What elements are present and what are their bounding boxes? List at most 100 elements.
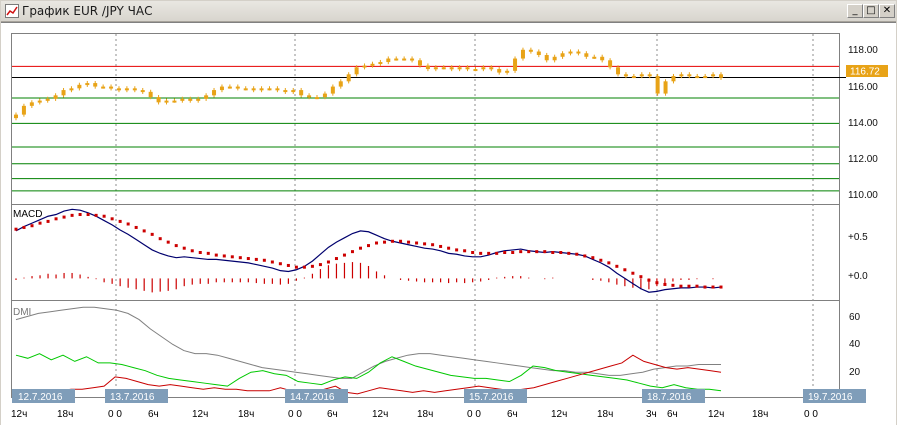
macd-signal-dot <box>599 258 603 262</box>
candle-body <box>164 100 169 103</box>
dmi-plus-line <box>15 353 722 392</box>
candle-body <box>647 74 652 77</box>
candle-body <box>45 98 50 101</box>
date-tag: 19.7.2016 <box>803 389 866 403</box>
candle-body <box>433 67 438 70</box>
svg-text:18.7.2016: 18.7.2016 <box>647 392 692 403</box>
x-tick-label: 0 0 <box>108 409 122 420</box>
candle-body <box>703 76 708 79</box>
macd-title: MACD <box>13 209 42 220</box>
macd-signal-dot <box>150 232 154 236</box>
date-tag: 18.7.2016 <box>642 389 705 403</box>
candle-body <box>616 67 621 75</box>
macd-signal-dot <box>503 251 507 254</box>
maximize-button[interactable]: □ <box>863 4 879 18</box>
macd-signal-dot <box>334 257 338 261</box>
macd-signal-dot <box>22 225 26 229</box>
candle-body <box>227 86 232 89</box>
candle-body <box>132 88 137 91</box>
minimize-button[interactable]: _ <box>847 4 863 18</box>
macd-signal-dot <box>639 275 643 279</box>
candle-body <box>109 86 114 89</box>
candle-body <box>259 88 264 91</box>
macd-signal-dot <box>102 214 106 218</box>
macd-signal-dot <box>302 265 306 269</box>
current-price-label: 116.72 <box>850 67 880 78</box>
macd-signal-dot <box>383 240 387 244</box>
dmi-chart <box>15 306 722 396</box>
candle-body <box>362 65 367 68</box>
candle-body <box>235 86 240 89</box>
macd-panel[interactable] <box>11 204 840 301</box>
candle-body <box>544 55 549 61</box>
x-tick-label: 6ч <box>507 409 518 420</box>
macd-signal-dot <box>206 251 210 255</box>
macd-signal-dot <box>391 239 395 243</box>
macd-signal-dot <box>679 284 683 288</box>
macd-signal-dot <box>198 251 202 254</box>
close-button[interactable]: ✕ <box>879 4 895 18</box>
macd-signal-dot <box>399 239 403 243</box>
candle-body <box>243 88 248 91</box>
date-tag: 13.7.2016 <box>105 389 168 403</box>
candle-body <box>489 67 494 70</box>
candle-body <box>124 88 129 91</box>
candle-body <box>584 53 589 57</box>
candle-body <box>663 81 668 94</box>
dmi-y-tick: 40 <box>849 339 861 350</box>
candle-body <box>394 58 399 61</box>
candle-body <box>711 74 716 77</box>
macd-signal-dot <box>415 241 419 245</box>
macd-signal-dot <box>375 241 379 245</box>
candle-body <box>568 51 573 54</box>
candle-body <box>402 58 407 61</box>
macd-signal-dot <box>318 263 322 267</box>
price-y-tick: 112.00 <box>848 154 878 165</box>
candle-body <box>695 76 700 79</box>
candle-body <box>631 76 636 79</box>
x-tick-label: 18ч <box>238 409 254 420</box>
macd-signal-dot <box>719 285 723 289</box>
dmi-y-tick: 60 <box>849 312 861 323</box>
x-tick-label: 18ч <box>752 409 768 420</box>
macd-signal-dot <box>615 264 619 268</box>
candle-body <box>330 86 335 94</box>
candle-body <box>21 105 26 115</box>
macd-signal-dot <box>62 215 66 219</box>
candle-body <box>679 74 684 77</box>
candle-body <box>425 65 430 70</box>
candle-body <box>465 67 470 70</box>
macd-signal-dot <box>407 240 411 244</box>
candle-body <box>457 67 462 70</box>
price-chart <box>12 47 846 192</box>
candle-body <box>719 74 723 78</box>
macd-signal-dot <box>607 261 611 265</box>
macd-signal-dot <box>350 250 354 254</box>
macd-signal-dot <box>591 256 595 260</box>
candle-body <box>378 62 383 65</box>
chart-canvas[interactable]: 118.00 116.00 114.00 112.00 110.00 116.7… <box>1 23 896 425</box>
price-y-tick: 110.00 <box>848 190 878 201</box>
chart-app-icon <box>5 4 19 18</box>
macd-signal-dot <box>431 243 435 247</box>
macd-signal-dot <box>535 250 539 254</box>
candle-body <box>196 98 201 101</box>
price-panel[interactable] <box>11 33 840 205</box>
macd-signal-dot <box>158 237 162 241</box>
candle-body <box>172 100 177 103</box>
candle-body <box>53 95 58 99</box>
window-title: График EUR /JPY ЧАС <box>22 4 153 18</box>
window-titlebar[interactable]: График EUR /JPY ЧАС _ □ ✕ <box>1 1 896 22</box>
candle-body <box>291 90 296 93</box>
dmi-panel[interactable] <box>11 300 840 398</box>
x-tick-label: 3ч <box>646 409 657 420</box>
macd-chart <box>14 208 723 293</box>
macd-signal-dot <box>166 240 170 244</box>
candle-body <box>29 102 34 106</box>
candle-body <box>299 90 304 96</box>
candle-body <box>85 83 90 86</box>
candle-body <box>204 95 209 99</box>
candle-body <box>101 86 106 89</box>
price-y-tick: 114.00 <box>848 118 878 129</box>
